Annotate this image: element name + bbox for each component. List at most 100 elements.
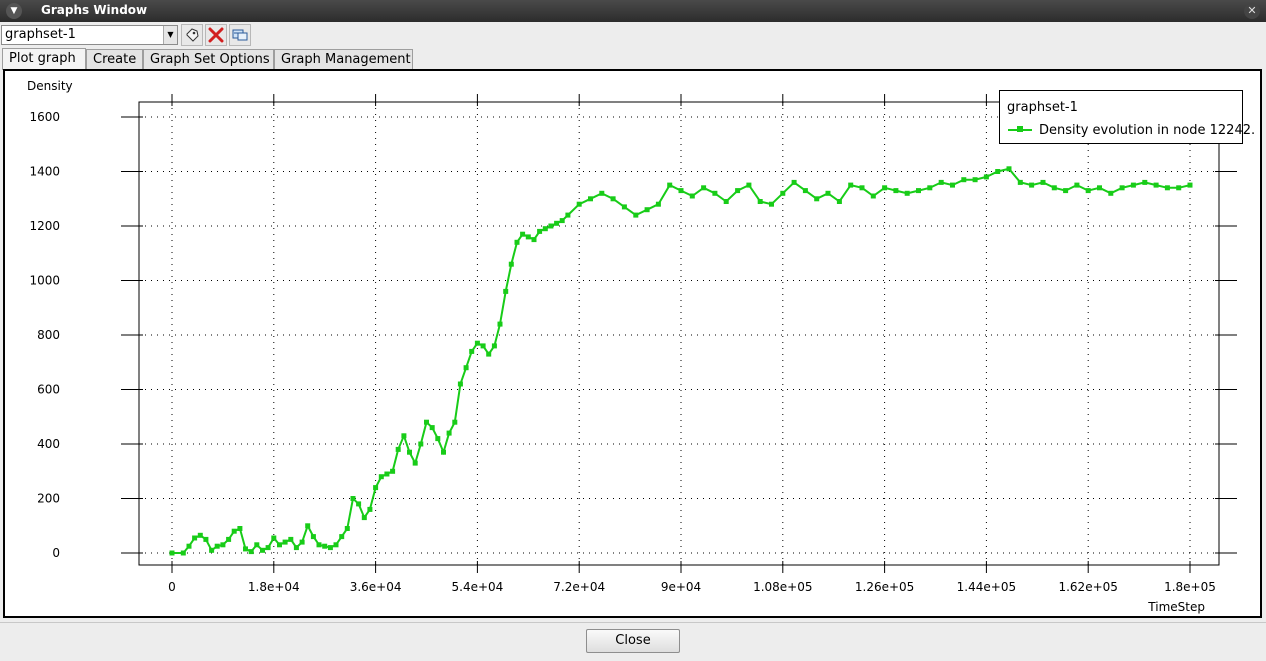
graphset-window-button[interactable] — [229, 24, 251, 46]
data-point — [390, 468, 396, 474]
delete-graphset-button[interactable] — [205, 24, 227, 46]
data-point — [961, 177, 967, 183]
data-point — [588, 196, 593, 202]
data-point — [1130, 182, 1136, 188]
data-point — [678, 188, 684, 194]
y-tick-label: 400 — [37, 437, 60, 451]
data-point — [972, 177, 978, 183]
data-point — [927, 185, 933, 191]
grid — [139, 102, 1219, 565]
data-point — [508, 261, 514, 267]
x-tick-label: 3.6e+04 — [350, 580, 402, 594]
data-point — [554, 220, 560, 226]
x-axis-label: TimeStep — [1147, 600, 1205, 614]
legend: graphset-1 Density evolution in node 122… — [999, 90, 1255, 144]
data-point — [548, 223, 554, 229]
data-point — [327, 545, 333, 551]
chevron-down-icon[interactable]: ▼ — [163, 26, 177, 44]
data-point — [525, 234, 531, 240]
delete-icon — [208, 27, 224, 43]
data-point — [983, 174, 989, 180]
data-point — [723, 199, 729, 204]
close-button[interactable]: Close — [586, 629, 680, 653]
density-chart: 0 200 400 600 800 1000 1200 1400 1600 0 1.8e+04 3.6… — [27, 79, 1237, 614]
data-point — [299, 539, 305, 545]
data-point — [373, 485, 379, 491]
data-point — [169, 550, 175, 556]
tab-graph-set-options[interactable]: Graph Set Options — [143, 49, 274, 69]
data-point — [220, 542, 226, 548]
data-point — [497, 321, 503, 327]
data-point — [537, 228, 543, 234]
legend-marker-swatch — [1017, 126, 1023, 132]
tag-icon — [186, 28, 199, 42]
graphset-select-value: graphset-1 — [5, 27, 76, 42]
y-tick-label: 800 — [37, 328, 60, 342]
data-point — [435, 436, 441, 442]
y-tick-label: 1200 — [29, 219, 60, 233]
data-point — [260, 547, 265, 553]
data-point — [1142, 179, 1148, 185]
data-point — [1029, 182, 1035, 188]
data-point — [791, 179, 797, 185]
data-point — [870, 193, 876, 199]
data-point — [203, 536, 209, 542]
data-point — [316, 542, 322, 548]
data-point — [293, 545, 299, 551]
data-point — [474, 340, 480, 346]
data-point — [197, 532, 203, 538]
legend-title: graphset-1 — [1007, 100, 1078, 115]
y-tick-label: 1000 — [29, 274, 60, 288]
data-point — [226, 536, 232, 542]
x-tick-label: 1.26e+05 — [855, 580, 914, 594]
x-tick-label: 5.4e+04 — [452, 580, 504, 594]
footer-bar: Close — [0, 622, 1266, 661]
data-point — [333, 542, 339, 548]
data-point — [401, 433, 407, 439]
data-point — [265, 545, 271, 551]
data-point — [1187, 182, 1193, 188]
data-point — [486, 351, 492, 357]
graphset-select[interactable]: graphset-1 ▼ — [1, 25, 178, 45]
data-point — [271, 535, 277, 541]
window-close-icon[interactable]: ✕ — [1244, 3, 1260, 19]
data-point — [361, 515, 367, 521]
rename-graphset-button[interactable] — [181, 24, 203, 46]
data-point — [701, 185, 707, 191]
tab-create[interactable]: Create — [86, 49, 143, 69]
tab-plot-graph[interactable]: Plot graph — [2, 48, 86, 70]
window-menu-icon[interactable]: ▼ — [6, 3, 22, 19]
toolbar: graphset-1 ▼ — [0, 23, 1266, 47]
tab-graph-management[interactable]: Graph Management — [274, 49, 413, 69]
data-point — [950, 182, 955, 188]
data-point — [712, 190, 718, 196]
data-point — [610, 196, 616, 202]
data-point — [180, 550, 186, 556]
data-point — [214, 543, 220, 549]
series-density — [169, 166, 1193, 556]
data-point — [1097, 185, 1102, 191]
data-point — [424, 419, 429, 425]
data-point — [1108, 190, 1114, 196]
data-point — [1074, 182, 1080, 188]
data-point — [457, 381, 463, 387]
x-tick-label: 1.08e+05 — [753, 580, 812, 594]
data-point — [288, 536, 294, 542]
data-point — [542, 226, 548, 232]
data-point — [452, 419, 458, 425]
data-point — [237, 526, 243, 531]
data-point — [520, 231, 526, 237]
data-point — [367, 506, 373, 512]
data-point — [780, 190, 786, 196]
data-point — [429, 425, 435, 431]
data-point — [231, 528, 237, 534]
data-point — [1063, 188, 1069, 194]
data-point — [350, 496, 356, 501]
data-point — [938, 179, 944, 185]
y-tick-label: 200 — [37, 492, 60, 506]
data-point — [322, 543, 328, 549]
y-tick-label: 1600 — [29, 110, 60, 124]
window-title: Graphs Window — [41, 3, 148, 17]
data-point — [814, 196, 820, 202]
data-point — [565, 212, 571, 218]
